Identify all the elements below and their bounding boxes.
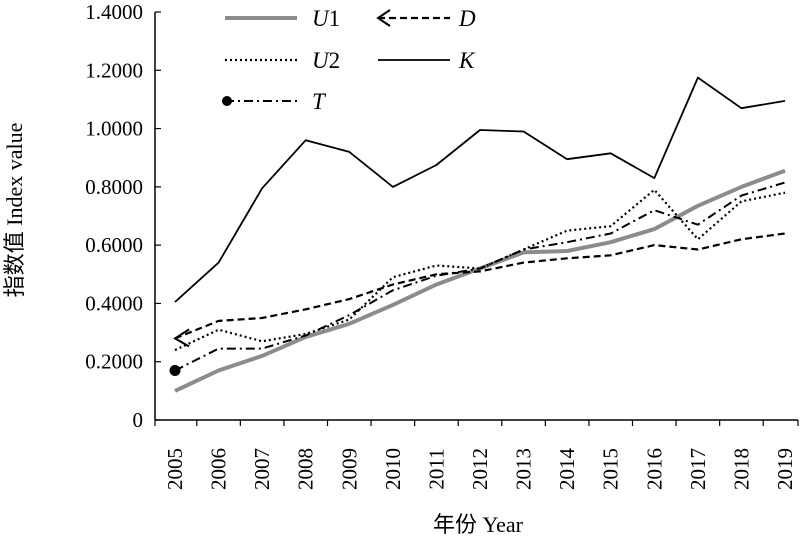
y-tick-label: 0.8000: [85, 175, 143, 199]
x-tick-label: 2012: [468, 448, 492, 490]
x-tick-label: 2016: [642, 448, 666, 490]
series-marker-t: [169, 364, 181, 376]
y-tick-label: 0: [133, 408, 144, 432]
y-tick-label: 0.4000: [85, 291, 143, 315]
legend-marker-t: [222, 96, 232, 106]
legend-label-u2: U2: [312, 48, 340, 73]
y-tick-label: 0.2000: [85, 350, 143, 374]
x-tick-label: 2006: [207, 448, 231, 490]
series-line-d: [174, 232, 786, 340]
series-lines: [169, 76, 786, 393]
x-tick-label: 2015: [599, 448, 623, 490]
x-tick-label: 2005: [163, 448, 187, 490]
x-tick-label: 2008: [294, 448, 318, 490]
x-tick-label: 2007: [250, 448, 274, 490]
legend-arrow-d: [376, 9, 391, 27]
y-axis-label: 指数值 Index value: [2, 123, 27, 298]
y-tick-label: 1.4000: [85, 0, 143, 24]
x-tick-label: 2018: [729, 448, 753, 490]
x-axis-label: 年份 Year: [433, 512, 524, 537]
series-line-u1: [174, 168, 786, 393]
y-axis-ticks: 0 0.2000 0.4000 0.6000 0.8000 1.0000 1.2000 1.4…: [85, 0, 161, 432]
x-tick-label: 2017: [686, 448, 710, 490]
legend: U1 U2 T DK: [222, 6, 476, 114]
plot-area: [154, 12, 798, 421]
y-tick-label: 1.2000: [85, 58, 143, 82]
legend-label-d: D: [458, 6, 476, 31]
y-tick-label: 0.6000: [85, 233, 143, 257]
x-tick-label: 2014: [555, 448, 579, 491]
series-arrow-d: [173, 328, 190, 348]
x-tick-label: 2011: [424, 448, 448, 489]
x-tick-label: 2013: [512, 448, 536, 490]
x-tick-label: 2009: [337, 448, 361, 490]
legend-label-t: T: [312, 89, 327, 114]
y-tick-label: 1.0000: [85, 117, 143, 141]
legend-label-k: K: [458, 48, 476, 73]
series-line-t: [174, 181, 786, 372]
x-tick-label: 2019: [773, 448, 797, 490]
series-line-k: [174, 76, 786, 303]
x-axis-ticks: 2005 2006 2007 2008 2009 2010 2011 2012 2013 2014…: [154, 420, 799, 491]
legend-label-u1: U1: [312, 6, 340, 31]
x-tick-label: 2010: [381, 448, 405, 490]
